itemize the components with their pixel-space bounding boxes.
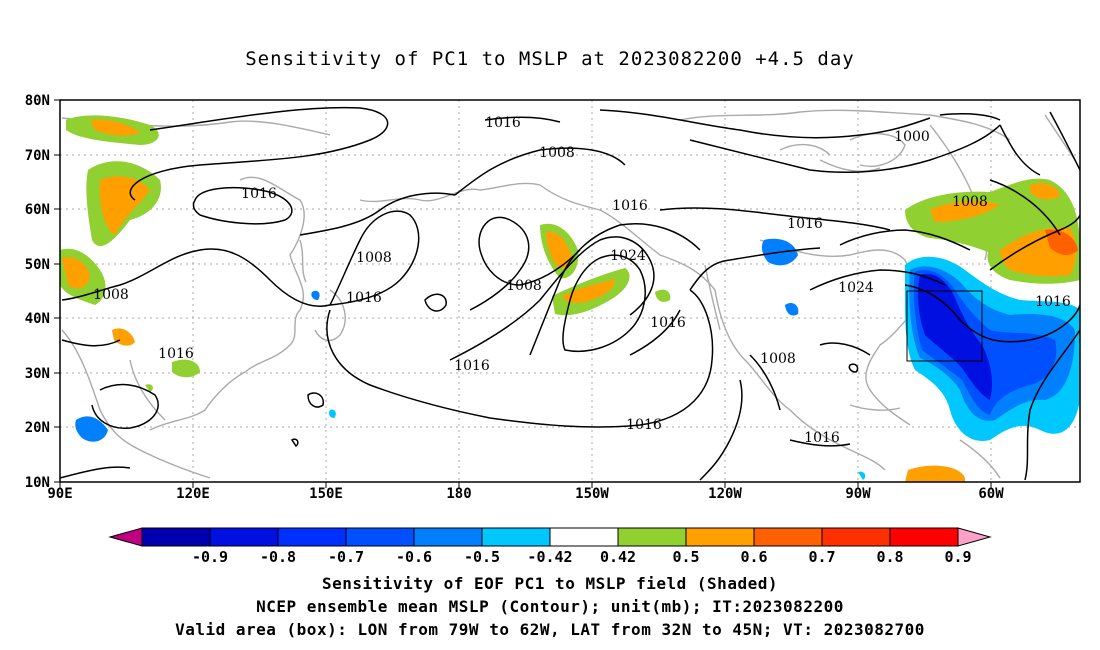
isobar-label-1016-siberia: 1016: [241, 186, 277, 202]
colorbar-segment: [685, 527, 755, 547]
shade-orange-nepac: [562, 280, 615, 303]
contour-labels: 1016 1008 1000 1016 1016 1016 1008 1008 1024 1008…: [93, 115, 1071, 446]
isobar-label-1008-labrador: 1008: [952, 194, 988, 210]
shade-orange-siberia: [99, 176, 150, 235]
colorbar-segment: [889, 527, 959, 547]
isobar-label-1016-nw-pacific: 1016: [346, 290, 382, 306]
shade-orange-greenland: [1030, 183, 1060, 200]
colorbar-end-low: [108, 527, 143, 547]
colorbar-segment: [617, 527, 687, 547]
colorbar-segment: [345, 527, 415, 547]
lon-label: 60W: [978, 486, 1004, 502]
isobar-label-1016-gulf-alaska: 1016: [612, 198, 648, 214]
colorbar-segment: [413, 527, 483, 547]
isobar-label-1008-china: 1008: [760, 351, 796, 367]
colorbar-segment: [481, 527, 551, 547]
lat-label: 30N: [25, 366, 50, 382]
isobar-contours: [59, 106, 1081, 481]
colorbar-tick-label: -0.9: [192, 548, 228, 566]
lon-label: 120W: [708, 486, 742, 502]
shade-negative-bengal: [75, 416, 108, 442]
colorbar-segment: [141, 527, 211, 547]
footer-line-contour: NCEP ensemble mean MSLP (Contour); unit(…: [256, 597, 844, 616]
lat-label: 20N: [25, 420, 50, 436]
shade-red-atlantic-east: [1045, 229, 1078, 256]
isobar-label-1008-central-asia: 1008: [93, 287, 129, 303]
footer-line-valid-area: Valid area (box): LON from 79W to 62W, L…: [175, 620, 925, 639]
colorbar-segment: [549, 527, 619, 547]
isobar-label-1008-aleutian: 1008: [506, 278, 542, 294]
isobar-label-1024-atlantic: 1024: [838, 280, 874, 296]
colorbar-tick-label: 0.8: [876, 548, 903, 566]
isobar-label-1008-alaska: 1008: [539, 145, 575, 161]
shade-orange-arctic: [90, 119, 140, 136]
figure-title: Sensitivity of PC1 to MSLP at 2023082200…: [245, 48, 855, 70]
map-frame: [59, 99, 1081, 483]
shade-negative-gulf-stream: [917, 273, 993, 400]
shade-orange-south: [905, 465, 965, 482]
isobar-label-1016-atlantic-east: 1016: [1035, 294, 1071, 310]
lat-label: 10N: [25, 475, 50, 491]
colorbar-tick-label: 0.42: [600, 548, 636, 566]
isobar-label-1016-mexico: 1016: [454, 358, 490, 374]
isobar-label-1008-okhotsk: 1008: [356, 250, 392, 266]
colorbar-tick-label: 0.7: [808, 548, 835, 566]
sensitivity-shading: [60, 115, 1080, 482]
lat-label: 80N: [25, 93, 50, 109]
colorbar-tick-label: 0.5: [672, 548, 699, 566]
isobar-label-1016-subtropical: 1016: [626, 417, 662, 433]
shade-negative-small-2: [329, 409, 336, 418]
colorbar-segment: [753, 527, 823, 547]
colorbar-tick-label: -0.6: [396, 548, 432, 566]
shade-positive-china: [172, 359, 200, 378]
lat-label: 40N: [25, 311, 50, 327]
lat-label: 50N: [25, 257, 50, 273]
axis-ticks: [54, 99, 992, 488]
colorbar-tick-label: -0.42: [527, 548, 572, 566]
shade-orange-labrador: [930, 200, 1000, 222]
shade-negative-small-1: [785, 303, 799, 316]
shade-negative-japan: [311, 290, 320, 300]
shade-negative-small-3: [858, 471, 866, 480]
shade-orange-aleutian: [546, 231, 572, 269]
isobar-label-1000-greenland: 1000: [894, 129, 930, 145]
longitude-labels: 90E 120E 150E 180 150W 120W 90W 60W: [47, 486, 1004, 502]
colorbar-tick-label: -0.5: [464, 548, 500, 566]
colorbar: -0.9 -0.8 -0.7 -0.6 -0.5 -0.42 0.42 0.5 0.6 0.7 0.…: [108, 527, 992, 566]
lon-label: 120E: [176, 486, 210, 502]
isobar-label-1016-east-pacific: 1016: [650, 315, 686, 331]
colorbar-segment: [277, 527, 347, 547]
latitude-labels: 80N 70N 60N 50N 40N 30N 20N 10N: [25, 93, 50, 491]
isobar-label-1016-arctic: 1016: [485, 115, 521, 131]
lat-label: 70N: [25, 148, 50, 164]
lon-label: 180: [446, 486, 471, 502]
isobar-label-1016-canada: 1016: [787, 216, 823, 232]
lon-label: 90E: [47, 486, 72, 502]
lat-label: 60N: [25, 202, 50, 218]
isobar-label-1016-central-pacific: 1016: [158, 346, 194, 362]
colorbar-end-high: [957, 527, 992, 547]
valid-area-box: [906, 290, 983, 362]
shade-positive-small: [145, 384, 153, 392]
lon-label: 90W: [845, 486, 871, 502]
colorbar-segment: [209, 527, 279, 547]
colorbar-tick-label: -0.8: [260, 548, 296, 566]
footer-line-shading: Sensitivity of EOF PC1 to MSLP field (Sh…: [322, 574, 778, 593]
lon-label: 150W: [575, 486, 609, 502]
isobar-label-1016-caribbean: 1016: [804, 430, 840, 446]
shade-positive-gulf: [655, 289, 671, 302]
shade-orange-central-asia: [62, 257, 90, 289]
colorbar-tick-label: 0.6: [740, 548, 767, 566]
colorbar-segment: [821, 527, 891, 547]
isobar-label-1024-pacific-high: 1024: [610, 248, 646, 264]
colorbar-tick-label: -0.7: [328, 548, 364, 566]
colorbar-tick-label: 0.9: [944, 548, 971, 566]
lon-label: 150E: [309, 486, 343, 502]
